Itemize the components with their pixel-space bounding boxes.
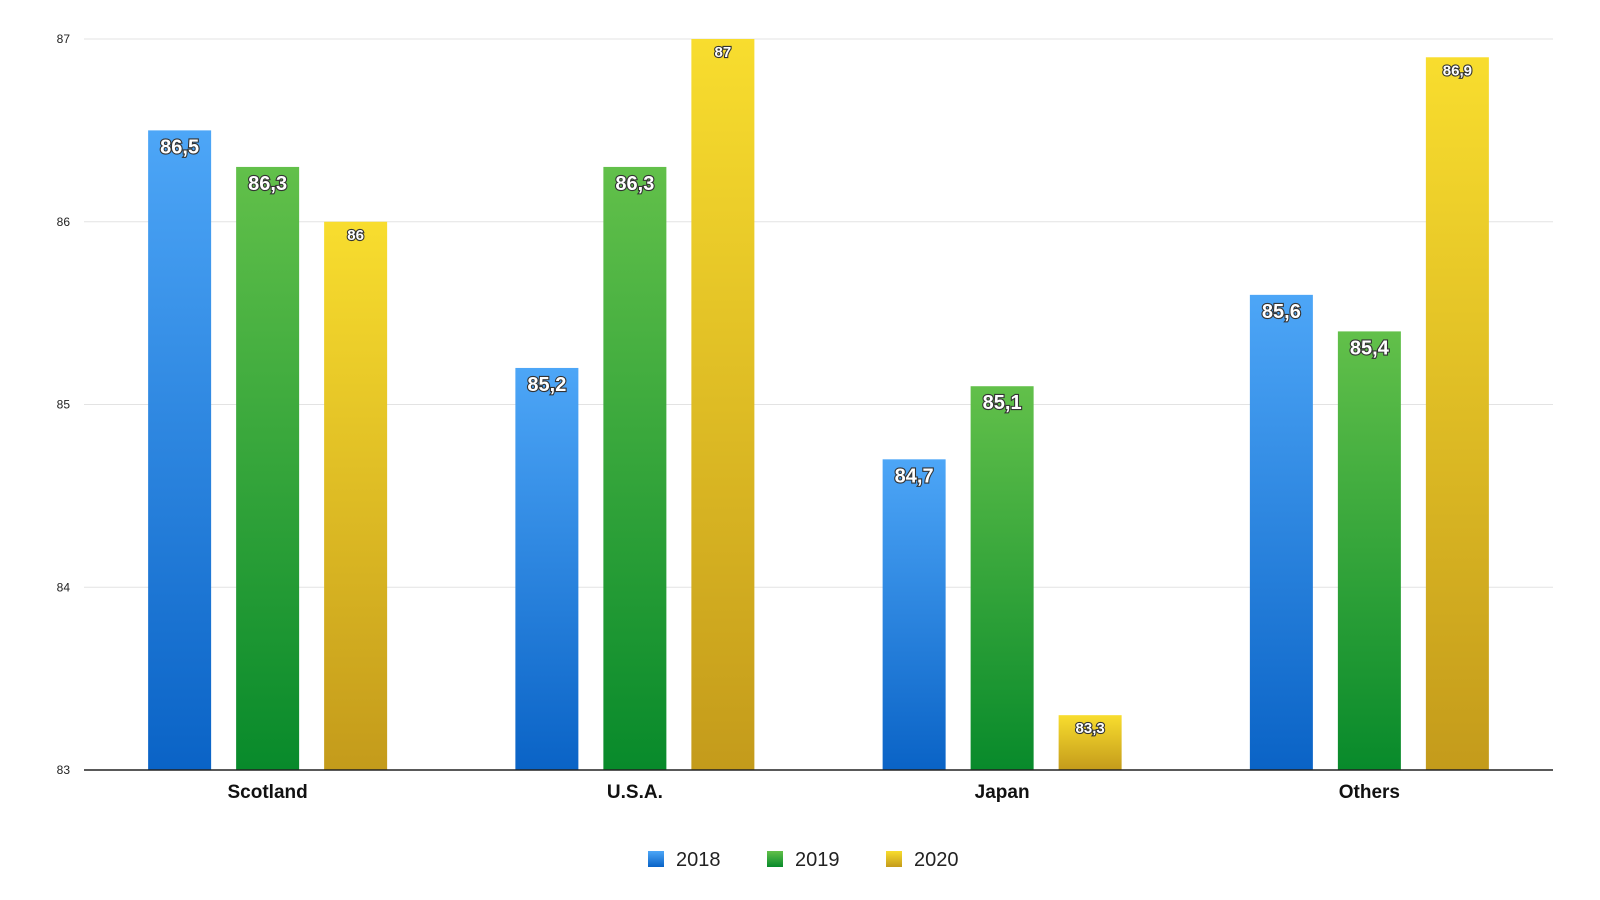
data-label-u-s-a-2019: 86,3 xyxy=(615,173,654,195)
bar-u-s-a-2019 xyxy=(603,166,667,771)
legend-label-2019: 2019 xyxy=(795,849,840,871)
bar-u-s-a-2020 xyxy=(691,39,755,770)
bar-others-2020 xyxy=(1425,57,1489,770)
legend-swatch-2020 xyxy=(886,851,902,867)
data-label-others-2018: 85,6 xyxy=(1262,301,1301,323)
y-tick-label-84: 84 xyxy=(57,580,71,594)
data-label-others-2019: 85,4 xyxy=(1350,337,1390,359)
data-label-u-s-a-2018: 85,2 xyxy=(527,374,566,396)
bar-scotland-2019 xyxy=(236,166,300,771)
y-axis: 83 84 85 86 87 xyxy=(57,32,71,777)
y-tick-label-86: 86 xyxy=(57,215,71,229)
legend-label-2018: 2018 xyxy=(676,849,721,871)
data-label-others-2020: 86,9 xyxy=(1443,62,1472,79)
legend: 2018 2019 2020 xyxy=(648,849,959,871)
bar-others-2019 xyxy=(1337,331,1401,770)
bar-japan-2018 xyxy=(882,459,946,770)
x-tick-label-u-s-a: U.S.A. xyxy=(607,782,663,803)
bar-others-2018 xyxy=(1249,294,1313,770)
x-tick-label-japan: Japan xyxy=(975,782,1030,803)
legend-swatch-2018 xyxy=(648,851,664,867)
x-tick-label-scotland: Scotland xyxy=(228,782,308,803)
data-label-scotland-2020: 86 xyxy=(347,227,364,244)
x-tick-label-others: Others xyxy=(1339,782,1400,803)
data-label-scotland-2018: 86,5 xyxy=(160,136,199,158)
x-axis: Scotland U.S.A. Japan Others xyxy=(228,782,1400,803)
y-tick-label-85: 85 xyxy=(57,398,71,412)
data-label-japan-2020: 83,3 xyxy=(1076,720,1105,737)
legend-label-2020: 2020 xyxy=(914,849,959,871)
data-label-scotland-2019: 86,3 xyxy=(248,173,287,195)
data-label-japan-2018: 84,7 xyxy=(895,465,934,487)
bar-japan-2019 xyxy=(970,386,1034,770)
y-tick-label-83: 83 xyxy=(57,763,71,777)
y-tick-label-87: 87 xyxy=(57,32,71,46)
bar-scotland-2020 xyxy=(324,221,388,770)
bars: 86,5 86,3 86 85,2 86,3 87 84,7 85,1 83,3 85,6 85,4… xyxy=(148,39,1489,771)
data-label-u-s-a-2020: 87 xyxy=(715,44,732,61)
bar-japan-2020 xyxy=(1058,715,1122,770)
bar-u-s-a-2018 xyxy=(515,367,579,770)
bar-scotland-2018 xyxy=(148,130,212,770)
data-label-japan-2019: 85,1 xyxy=(983,392,1022,414)
gridlines xyxy=(84,38,1553,588)
legend-swatch-2019 xyxy=(767,851,783,867)
